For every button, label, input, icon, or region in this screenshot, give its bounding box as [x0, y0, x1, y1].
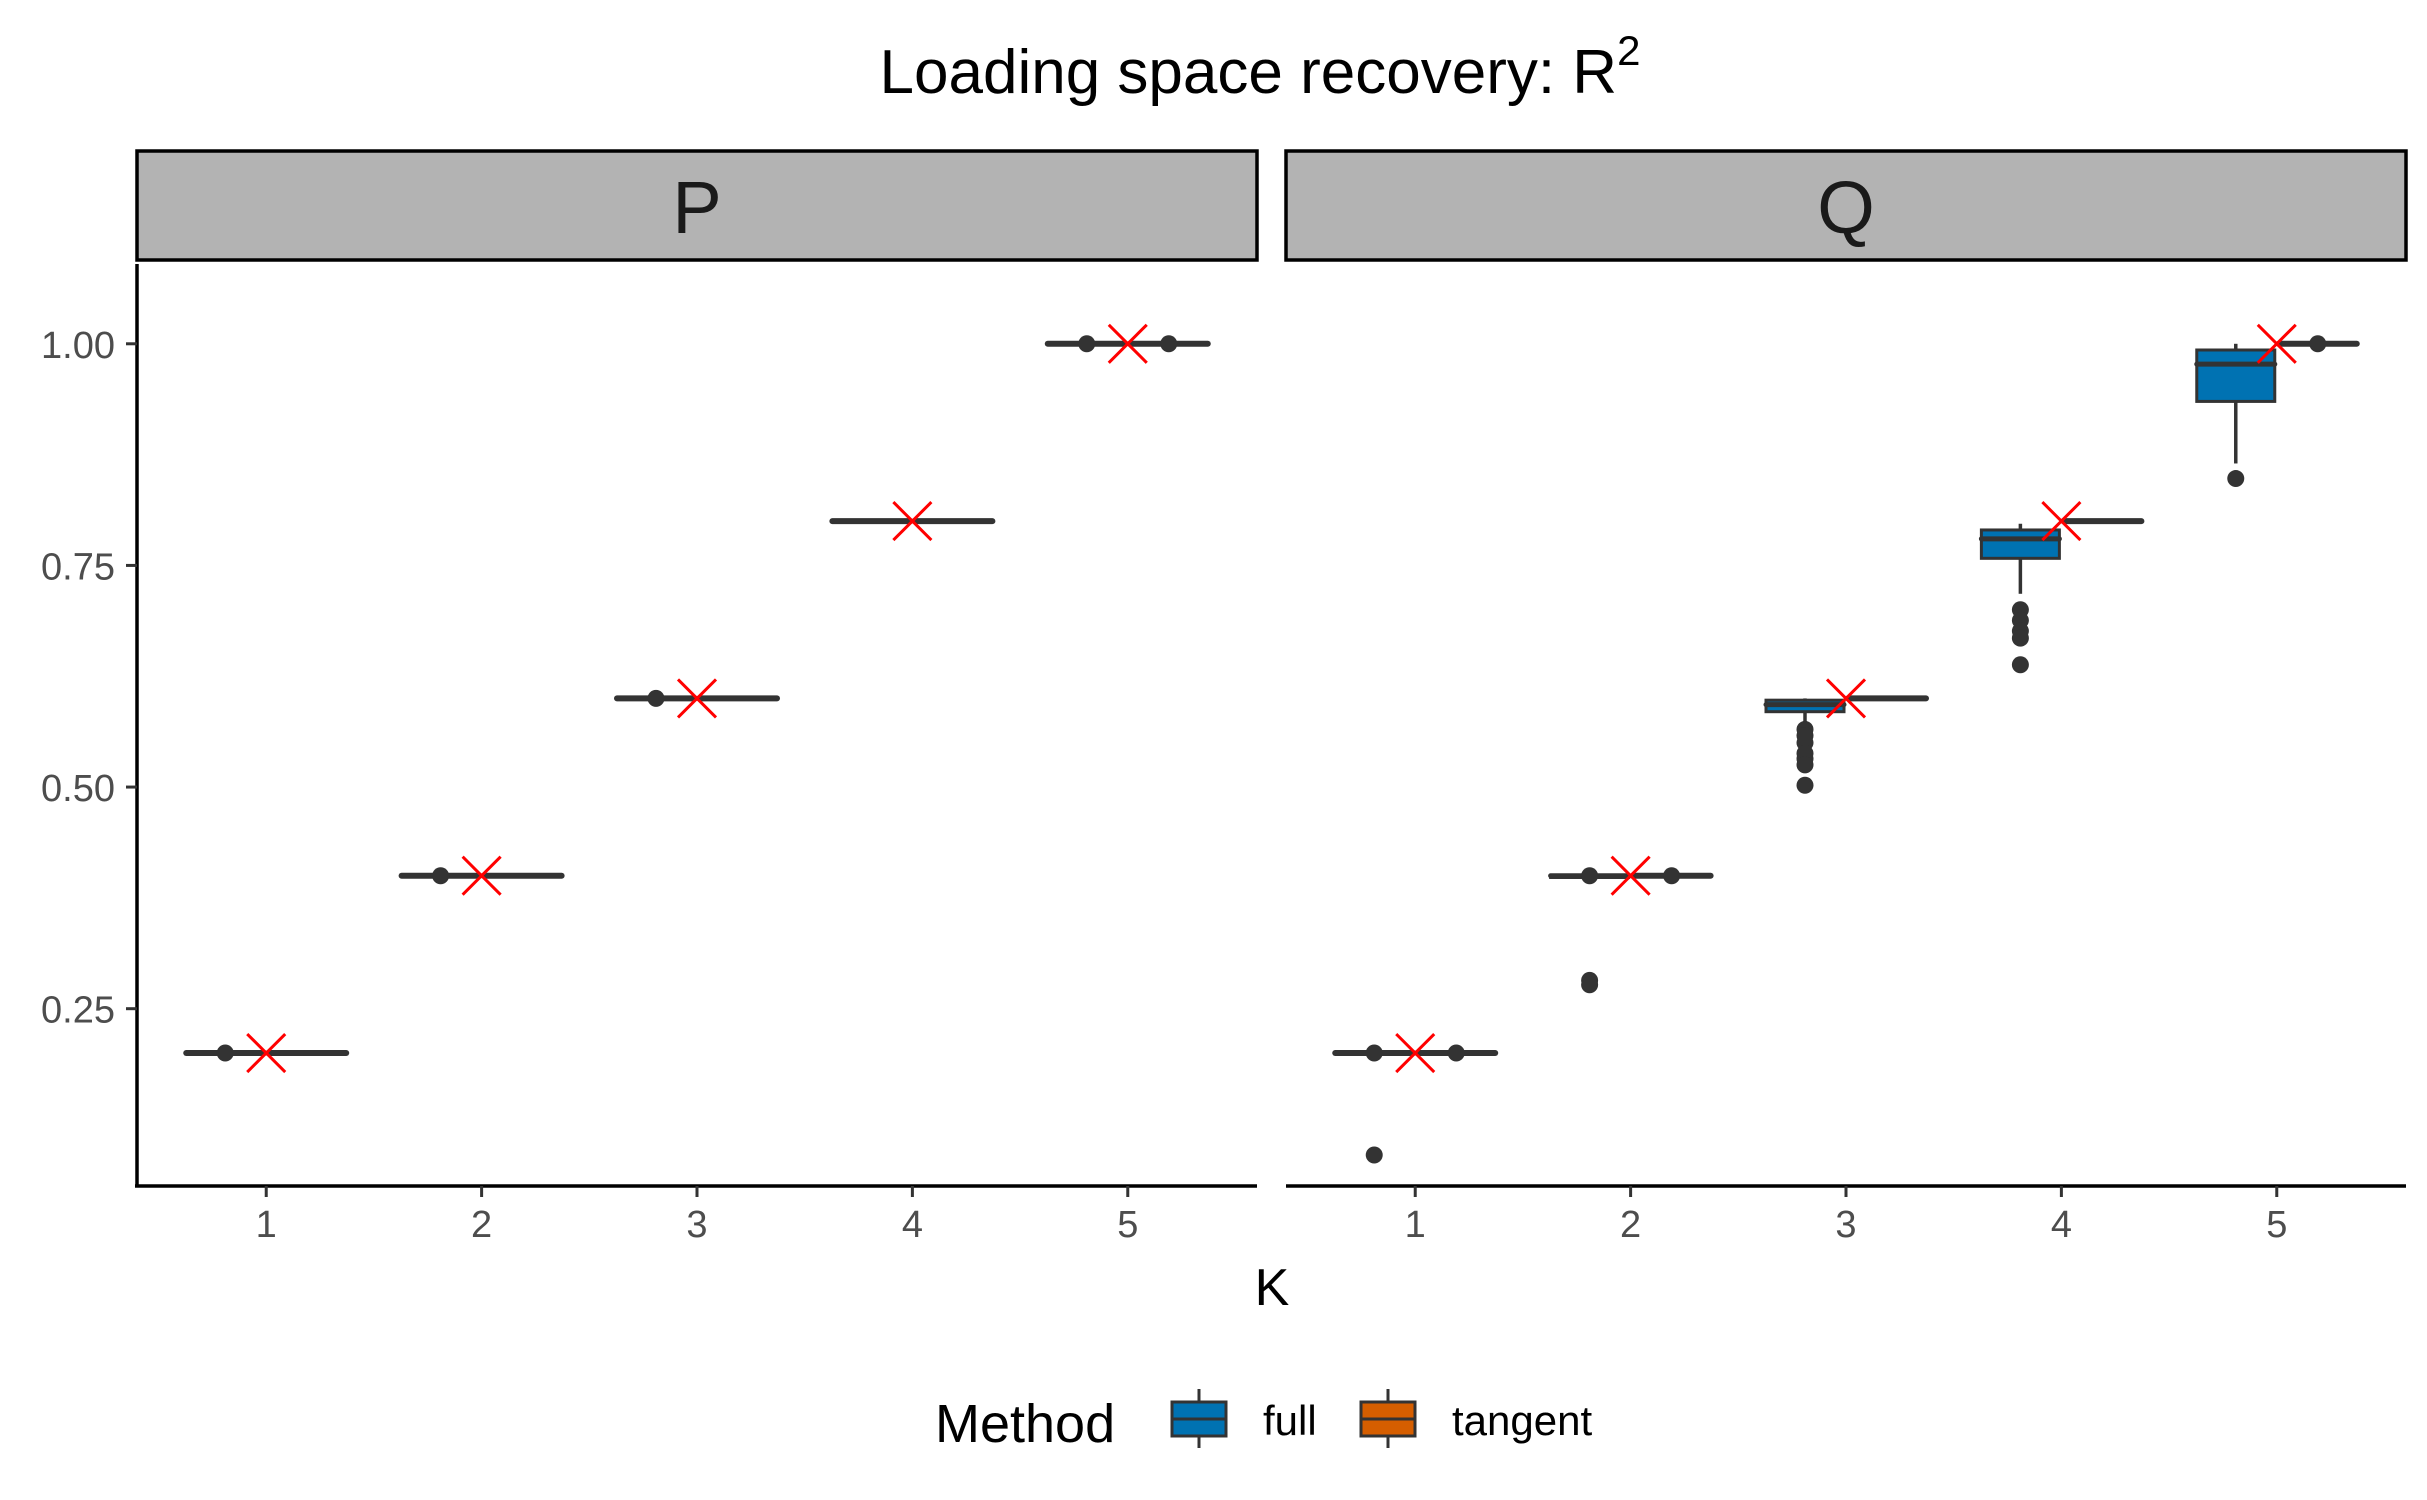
reference-x-stroke [1825, 678, 1867, 719]
legend-item-tangent: tangent [1359, 1389, 1592, 1448]
reference-x-stroke [1107, 323, 1148, 364]
reference-x-stroke [676, 678, 718, 719]
reference-x-q-k1 [1395, 1032, 1436, 1074]
point-q-k2-full [1581, 867, 1599, 885]
legend-title: Method [935, 1394, 1115, 1454]
x-axis-title: K [1255, 1259, 1290, 1317]
outlier-point [1796, 756, 1814, 774]
y-tick-label: 1.00 [41, 325, 115, 367]
x-axis-p: 1 2 3 4 5 [135, 1184, 1257, 1246]
x-tick-label: 5 [1117, 1204, 1138, 1246]
y-tick-label: 0.25 [41, 990, 115, 1032]
legend: Method full tangent [935, 1389, 1592, 1454]
reference-x-p-k4 [892, 501, 933, 542]
reference-x-p-k2 [461, 855, 502, 896]
outlier-point [2011, 656, 2029, 674]
outlier-point [2011, 629, 2029, 647]
legend-label-full: full [1263, 1397, 1317, 1444]
x-tick-label: 4 [2051, 1204, 2072, 1246]
point-q-k2-tangent [1663, 867, 1681, 885]
panel-p [183, 323, 1211, 1074]
panel-q [1332, 323, 2360, 1164]
facet-strip-q-background [1284, 149, 2408, 262]
x-tick-label: 4 [902, 1204, 923, 1246]
point-p-k1-full [216, 1044, 234, 1062]
facet-strip-p-background [135, 149, 1259, 262]
x-axis-q: 1 2 3 4 5 [1286, 1184, 2406, 1246]
reference-x-q-k4 [2041, 501, 2082, 542]
reference-x-stroke [246, 1032, 287, 1074]
point-q-k1-full [1365, 1044, 1383, 1062]
x-tick-label: 2 [1620, 1204, 1641, 1246]
box-q-k3-full [1763, 698, 1847, 794]
outlier-point [1365, 1146, 1383, 1164]
facet-label-p: P [672, 166, 721, 249]
x-tick-label: 1 [1405, 1204, 1426, 1246]
outlier-point [2227, 470, 2245, 488]
reference-x-stroke [2041, 501, 2082, 542]
point-p-k5-full [1078, 335, 1096, 353]
facet-label-q: Q [1817, 166, 1875, 249]
point-p-k2-full [432, 867, 450, 885]
reference-x-q-k2 [1610, 855, 1651, 896]
point-p-k5-tangent [1160, 335, 1178, 353]
y-axis: 0.25 0.50 0.75 1.00 [41, 264, 139, 1186]
reference-x-stroke [461, 855, 502, 896]
reference-x-stroke [1395, 1032, 1436, 1074]
reference-x-q-k5 [2256, 323, 2297, 364]
chart-title: Loading space recovery: R2 [880, 27, 1641, 107]
reference-x-stroke [2256, 323, 2297, 364]
facet-strip-q: Q [1284, 149, 2408, 262]
y-tick-label: 0.50 [41, 768, 115, 810]
facet-strip-p: P [135, 149, 1259, 262]
legend-label-tangent: tangent [1452, 1397, 1592, 1444]
point-q-k1-tangent [1447, 1044, 1465, 1062]
chart-title-superscript: 2 [1617, 27, 1640, 74]
outlier-point [1581, 976, 1599, 994]
point-p-k3-full [647, 689, 665, 707]
reference-x-stroke [892, 501, 933, 542]
point-q-k5-tangent [2309, 335, 2327, 353]
reference-x-stroke [1610, 855, 1651, 896]
legend-item-full: full [1170, 1389, 1317, 1448]
y-tick-label: 0.75 [41, 546, 115, 588]
reference-x-p-k1 [246, 1032, 287, 1074]
outlier-point [1796, 776, 1814, 794]
x-tick-label: 2 [471, 1204, 492, 1246]
chart-title-main: Loading space recovery: R [880, 38, 1618, 107]
x-tick-label: 5 [2266, 1204, 2287, 1246]
reference-x-p-k5 [1107, 323, 1148, 364]
x-tick-label: 3 [1835, 1204, 1856, 1246]
x-tick-label: 3 [686, 1204, 707, 1246]
reference-x-p-k3 [676, 678, 718, 719]
reference-x-q-k3 [1825, 678, 1867, 719]
x-tick-label: 1 [256, 1204, 277, 1246]
